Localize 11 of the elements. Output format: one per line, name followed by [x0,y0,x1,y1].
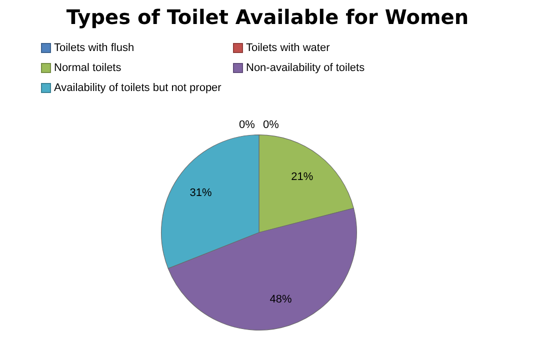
text: 0% [263,118,279,131]
legend-label: Non-availability of toilets [246,62,365,74]
data-label: 48% [270,293,292,306]
text: 0% [239,118,255,131]
legend-label: Normal toilets [54,62,122,74]
legend-label: Availability of toilets but not proper [54,82,222,94]
chart-title: Types of Toilet Available for Women [65,5,470,29]
legend-label: Toilets with water [246,42,330,54]
data-label: 21% [291,170,314,183]
data-label: 31% [190,186,212,199]
legend-label: Toilets with flush [54,42,134,54]
